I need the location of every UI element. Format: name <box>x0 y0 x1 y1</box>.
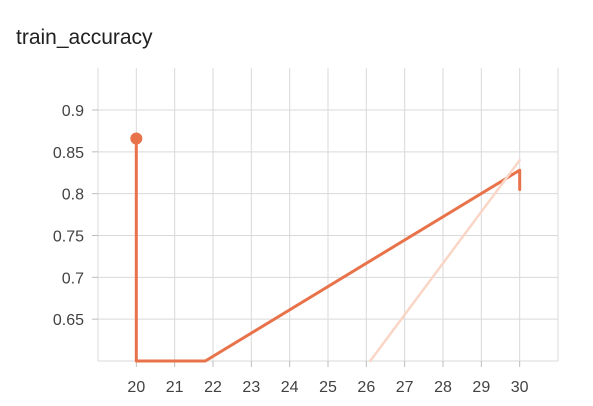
data-point-marker[interactable] <box>130 132 143 145</box>
x-tick-label: 24 <box>281 379 299 396</box>
x-axis-ticks: 20 21 22 23 24 25 26 27 28 29 30 <box>127 379 528 396</box>
x-tick-label: 26 <box>357 379 375 396</box>
y-tick-label: 0.8 <box>62 187 84 204</box>
raw-series-line <box>368 158 521 363</box>
y-axis-ticks: 0.65 0.7 0.75 0.8 0.85 0.9 <box>53 103 84 329</box>
y-tick-label: 0.9 <box>62 103 84 120</box>
x-tick-label: 28 <box>434 379 452 396</box>
x-tick-label: 25 <box>319 379 337 396</box>
x-tick-label: 29 <box>472 379 490 396</box>
x-tick-label: 21 <box>166 379 184 396</box>
series-lines <box>130 132 522 363</box>
y-tick-label: 0.65 <box>53 312 84 329</box>
grid <box>92 68 559 367</box>
smoothed-series-line <box>134 136 522 363</box>
x-tick-label: 30 <box>511 379 529 396</box>
chart-title: train_accuracy <box>16 26 153 49</box>
x-tick-label: 22 <box>204 379 222 396</box>
x-tick-label: 23 <box>242 379 260 396</box>
y-tick-label: 0.7 <box>62 270 84 287</box>
y-tick-label: 0.75 <box>53 229 84 246</box>
x-tick-label: 27 <box>396 379 414 396</box>
x-tick-label: 20 <box>127 379 145 396</box>
y-tick-label: 0.85 <box>53 145 84 162</box>
